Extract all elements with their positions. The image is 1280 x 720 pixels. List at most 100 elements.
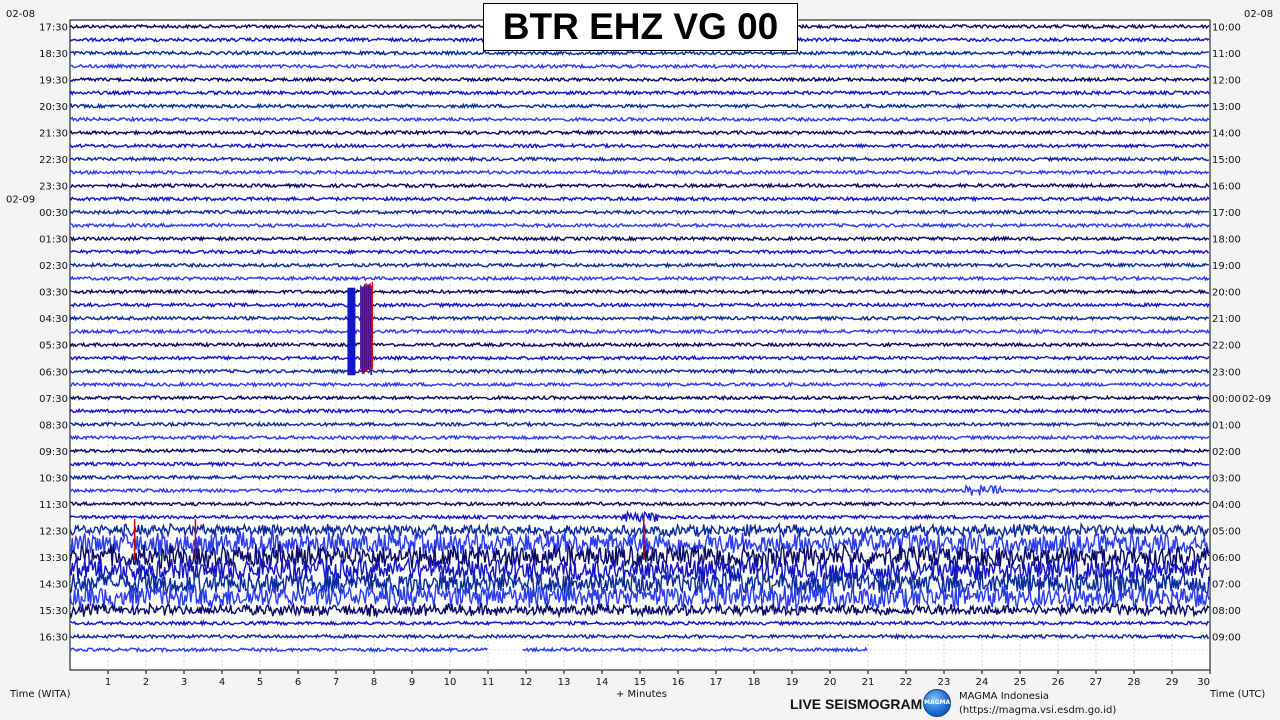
station-title: BTR EHZ VG 00 bbox=[483, 3, 798, 51]
seismic-trace bbox=[69, 274, 1210, 282]
x-tick-label: 17 bbox=[710, 677, 723, 688]
seismic-trace bbox=[69, 328, 1210, 336]
seismic-trace bbox=[69, 314, 1210, 322]
seismic-trace bbox=[69, 632, 1210, 641]
minute-axis: 1 2 3 4 5 6 7 8 9 10 11 12 13 14 15 16 17 18 19 20 21 22 23 24 2… bbox=[105, 670, 1211, 688]
x-tick-label: 1 bbox=[105, 677, 111, 688]
seismic-trace bbox=[69, 155, 1210, 163]
seismic-trace bbox=[69, 473, 1210, 481]
left-hour-label: 02:30 bbox=[39, 261, 68, 272]
right-hour-label: 18:00 bbox=[1212, 235, 1241, 246]
seismic-trace bbox=[69, 235, 1210, 243]
seismic-trace bbox=[69, 646, 868, 654]
seismic-trace bbox=[69, 601, 1210, 620]
x-tick-label: 24 bbox=[976, 677, 989, 688]
seismic-trace bbox=[69, 483, 1210, 496]
left-hour-label: 22:30 bbox=[39, 155, 68, 166]
x-tick-label: 12 bbox=[520, 677, 533, 688]
seismic-trace bbox=[69, 288, 1210, 296]
left-hour-label: 07:30 bbox=[39, 394, 68, 405]
left-hour-label: 08:30 bbox=[39, 420, 68, 431]
seismic-trace bbox=[69, 341, 1210, 349]
left-hour-label: 23:30 bbox=[39, 182, 68, 193]
left-hour-label: 05:30 bbox=[39, 341, 68, 352]
right-hour-label: 08:00 bbox=[1212, 606, 1241, 617]
left-hour-label: 15:30 bbox=[39, 606, 68, 617]
right-hour-label: 13:00 bbox=[1212, 102, 1241, 113]
seismic-trace bbox=[70, 261, 1210, 269]
x-tick-label: 21 bbox=[862, 677, 875, 688]
seismic-trace bbox=[69, 407, 1210, 415]
seismic-trace bbox=[69, 168, 1210, 176]
seismic-events bbox=[133, 281, 645, 560]
left-date-label: 02-09 bbox=[6, 195, 35, 206]
seismic-trace bbox=[69, 367, 1210, 375]
right-hour-label: 12:00 bbox=[1212, 76, 1241, 87]
seismic-trace bbox=[69, 142, 1210, 150]
left-hour-label: 13:30 bbox=[39, 553, 68, 564]
x-tick-label: 22 bbox=[900, 677, 913, 688]
seismic-trace bbox=[69, 521, 1209, 540]
seismic-trace bbox=[69, 49, 1209, 57]
left-hour-label: 19:30 bbox=[39, 76, 68, 87]
right-hour-label: 02:00 bbox=[1212, 447, 1241, 458]
right-hour-label: 00:00 bbox=[1212, 394, 1241, 405]
left-date-label: 02-08 bbox=[6, 9, 35, 20]
seismic-trace bbox=[69, 447, 1210, 455]
right-hour-label: 09:00 bbox=[1212, 632, 1241, 643]
seismic-trace bbox=[69, 248, 1209, 256]
right-hour-label: 10:00 bbox=[1212, 23, 1241, 34]
seismic-trace bbox=[69, 570, 1210, 599]
org-url[interactable]: (https://magma.vsi.esdm.go.id) bbox=[959, 705, 1117, 716]
left-hour-label: 06:30 bbox=[39, 367, 68, 378]
org-name: MAGMA Indonesia bbox=[959, 691, 1050, 702]
left-hour-label: 01:30 bbox=[39, 235, 68, 246]
right-date-label: 02-08 bbox=[1244, 9, 1273, 20]
seismic-trace bbox=[69, 500, 1210, 508]
left-hour-label: 03:30 bbox=[39, 288, 68, 299]
right-hour-label: 15:00 bbox=[1212, 155, 1241, 166]
x-tick-label: 15 bbox=[634, 677, 647, 688]
seismic-trace bbox=[69, 76, 1210, 83]
seismic-trace bbox=[70, 619, 1210, 627]
x-axis-title: + Minutes bbox=[616, 689, 667, 700]
left-time-axis: 17:30 18:30 19:30 20:30 21:30 22:30 23:30 00:30… bbox=[6, 9, 68, 643]
x-tick-label: 10 bbox=[444, 677, 457, 688]
left-hour-label: 11:30 bbox=[39, 500, 68, 511]
left-axis-title: Time (WITA) bbox=[9, 689, 71, 700]
right-hour-label: 16:00 bbox=[1212, 182, 1241, 193]
x-tick-label: 3 bbox=[181, 677, 187, 688]
seismic-trace bbox=[69, 381, 1210, 388]
seismic-trace bbox=[69, 394, 1210, 402]
x-tick-label: 30 bbox=[1197, 677, 1210, 688]
seismic-trace bbox=[69, 208, 1210, 216]
right-hour-label: 11:00 bbox=[1212, 49, 1241, 60]
right-date-label: 02-09 bbox=[1242, 394, 1271, 405]
seismic-trace bbox=[69, 221, 1210, 229]
seismic-trace bbox=[70, 182, 1210, 190]
right-hour-label: 04:00 bbox=[1212, 500, 1241, 511]
x-tick-label: 2 bbox=[143, 677, 149, 688]
seismic-trace bbox=[69, 354, 1210, 362]
left-hour-label: 20:30 bbox=[39, 102, 68, 113]
right-hour-label: 20:00 bbox=[1212, 288, 1241, 299]
left-hour-label: 12:30 bbox=[39, 526, 68, 537]
left-hour-label: 09:30 bbox=[39, 447, 68, 458]
x-tick-label: 20 bbox=[824, 677, 837, 688]
live-seismogram-label: LIVE SEISMOGRAM bbox=[790, 696, 923, 712]
x-tick-label: 4 bbox=[219, 677, 225, 688]
x-tick-label: 28 bbox=[1128, 677, 1141, 688]
right-axis-title: Time (UTC) bbox=[1209, 689, 1265, 700]
left-hour-label: 21:30 bbox=[39, 129, 68, 140]
magma-logo-icon: MAGMA bbox=[923, 689, 951, 717]
seismic-trace bbox=[69, 556, 1210, 586]
seismic-trace bbox=[69, 89, 1210, 97]
left-hour-label: 18:30 bbox=[39, 49, 68, 60]
seismic-trace bbox=[69, 460, 1210, 468]
logo-text: MAGMA bbox=[924, 699, 951, 706]
seismic-trace bbox=[69, 62, 1210, 70]
x-tick-label: 7 bbox=[333, 677, 339, 688]
x-tick-label: 11 bbox=[482, 677, 495, 688]
x-tick-label: 18 bbox=[748, 677, 761, 688]
